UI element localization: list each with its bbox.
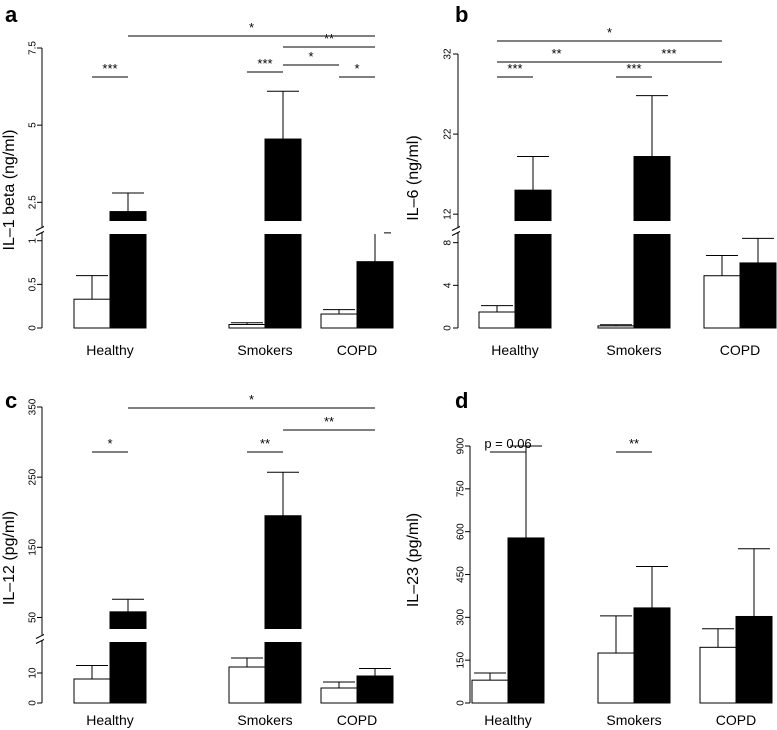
significance-label: **	[551, 46, 561, 61]
panel-letter: a	[5, 2, 18, 27]
y-axis-label: IL–6 (ng/ml)	[405, 135, 422, 220]
y-tick-label: 250	[28, 468, 39, 485]
y-tick-label: 1	[28, 238, 39, 244]
bar	[320, 313, 358, 329]
y-tick-label: 150	[456, 651, 467, 668]
significance-label: *	[607, 25, 612, 40]
bar	[735, 615, 773, 704]
y-tick-label: 450	[456, 566, 467, 583]
panel-a: a IL–1 beta (ng/ml) 0 0.5 1 2.5 5 7.5 Healthy Smo…	[1, 2, 394, 358]
y-tick-label: 50	[28, 611, 39, 623]
bar	[633, 607, 671, 704]
y-tick-label: 0	[443, 325, 454, 331]
y-axis-label: IL–12 (pg/ml)	[1, 511, 18, 605]
panel-letter: d	[455, 388, 468, 413]
category-label: COPD	[337, 712, 377, 728]
bar	[264, 515, 302, 704]
significance-label: *	[354, 61, 359, 76]
bar	[699, 646, 737, 704]
significance-label: *	[249, 20, 254, 35]
y-tick-label: 750	[456, 480, 467, 497]
bar	[478, 311, 516, 329]
y-tick-label: 600	[456, 523, 467, 540]
y-tick-label: 150	[28, 539, 39, 556]
y-tick-label: 0	[456, 700, 467, 706]
panel-d: d IL–23 (pg/ml) 0 150 300 450 600 750 900 Healthy…	[405, 388, 773, 728]
axis-break-gap	[460, 221, 777, 234]
y-tick-label: 8	[443, 239, 454, 245]
panel-b: b IL–6 (ng/ml) 0 4 8 12 22 32 Healthy Smokers COPD…	[405, 2, 777, 358]
category-label: COPD	[716, 712, 756, 728]
bar	[633, 156, 671, 329]
category-label: Smokers	[237, 342, 292, 358]
significance-label: **	[629, 436, 639, 451]
axis-break-gap	[44, 629, 384, 642]
y-axis-label: IL–1 beta (ng/ml)	[1, 130, 18, 251]
y-tick-label: 4	[443, 282, 454, 288]
bar	[228, 666, 266, 704]
axis-break-gap	[44, 221, 384, 234]
y-tick-label: 900	[456, 437, 467, 454]
category-label: COPD	[337, 342, 377, 358]
y-tick-label: 7.5	[28, 41, 39, 55]
bar	[73, 298, 111, 329]
significance-label: **	[324, 31, 334, 46]
category-label: Healthy	[491, 342, 538, 358]
bar	[739, 262, 777, 329]
significance-label: p = 0.06	[484, 436, 531, 451]
bar	[356, 675, 394, 704]
bar	[471, 679, 509, 704]
significance-label: ***	[507, 61, 522, 76]
bar	[597, 652, 635, 704]
significance-label: *	[308, 49, 313, 64]
significance-label: ***	[626, 61, 641, 76]
significance-label: ***	[102, 61, 117, 76]
panel-c: c IL–12 (pg/ml) 0 10 50 150 250 350 Healthy Smoke…	[1, 388, 394, 728]
panel-letter: c	[5, 388, 17, 413]
category-label: Healthy	[86, 712, 133, 728]
y-tick-label: 0	[28, 325, 39, 331]
category-label: COPD	[720, 342, 760, 358]
category-label: Smokers	[606, 712, 661, 728]
y-tick-label: 350	[28, 398, 39, 415]
y-axis-label: IL–23 (pg/ml)	[405, 513, 422, 607]
y-tick-label: 32	[443, 48, 454, 60]
category-label: Healthy	[86, 342, 133, 358]
category-label: Healthy	[484, 712, 531, 728]
significance-label: ***	[661, 46, 676, 61]
y-tick-label: 2.5	[28, 195, 39, 209]
y-tick-label: 0	[28, 700, 39, 706]
bar	[507, 537, 545, 704]
bar	[356, 261, 394, 329]
bar	[228, 324, 266, 329]
significance-label: **	[324, 414, 334, 429]
bar	[320, 687, 358, 704]
bar	[597, 325, 635, 329]
bar	[703, 275, 741, 329]
y-tick-label: 22	[443, 128, 454, 140]
significance-label: ***	[257, 56, 272, 71]
y-tick-label: 300	[456, 609, 467, 626]
category-label: Smokers	[606, 342, 661, 358]
y-tick-label: 5	[28, 122, 39, 128]
bar	[73, 678, 111, 704]
bar	[514, 189, 552, 329]
significance-label: **	[260, 436, 270, 451]
bar	[109, 611, 147, 704]
y-tick-label: 12	[443, 208, 454, 220]
significance-label: *	[249, 392, 254, 407]
panel-letter: b	[455, 2, 468, 27]
y-tick-label: 0.5	[28, 277, 39, 291]
category-label: Smokers	[237, 712, 292, 728]
y-tick-label: 10	[28, 667, 39, 679]
significance-label: *	[107, 436, 112, 451]
